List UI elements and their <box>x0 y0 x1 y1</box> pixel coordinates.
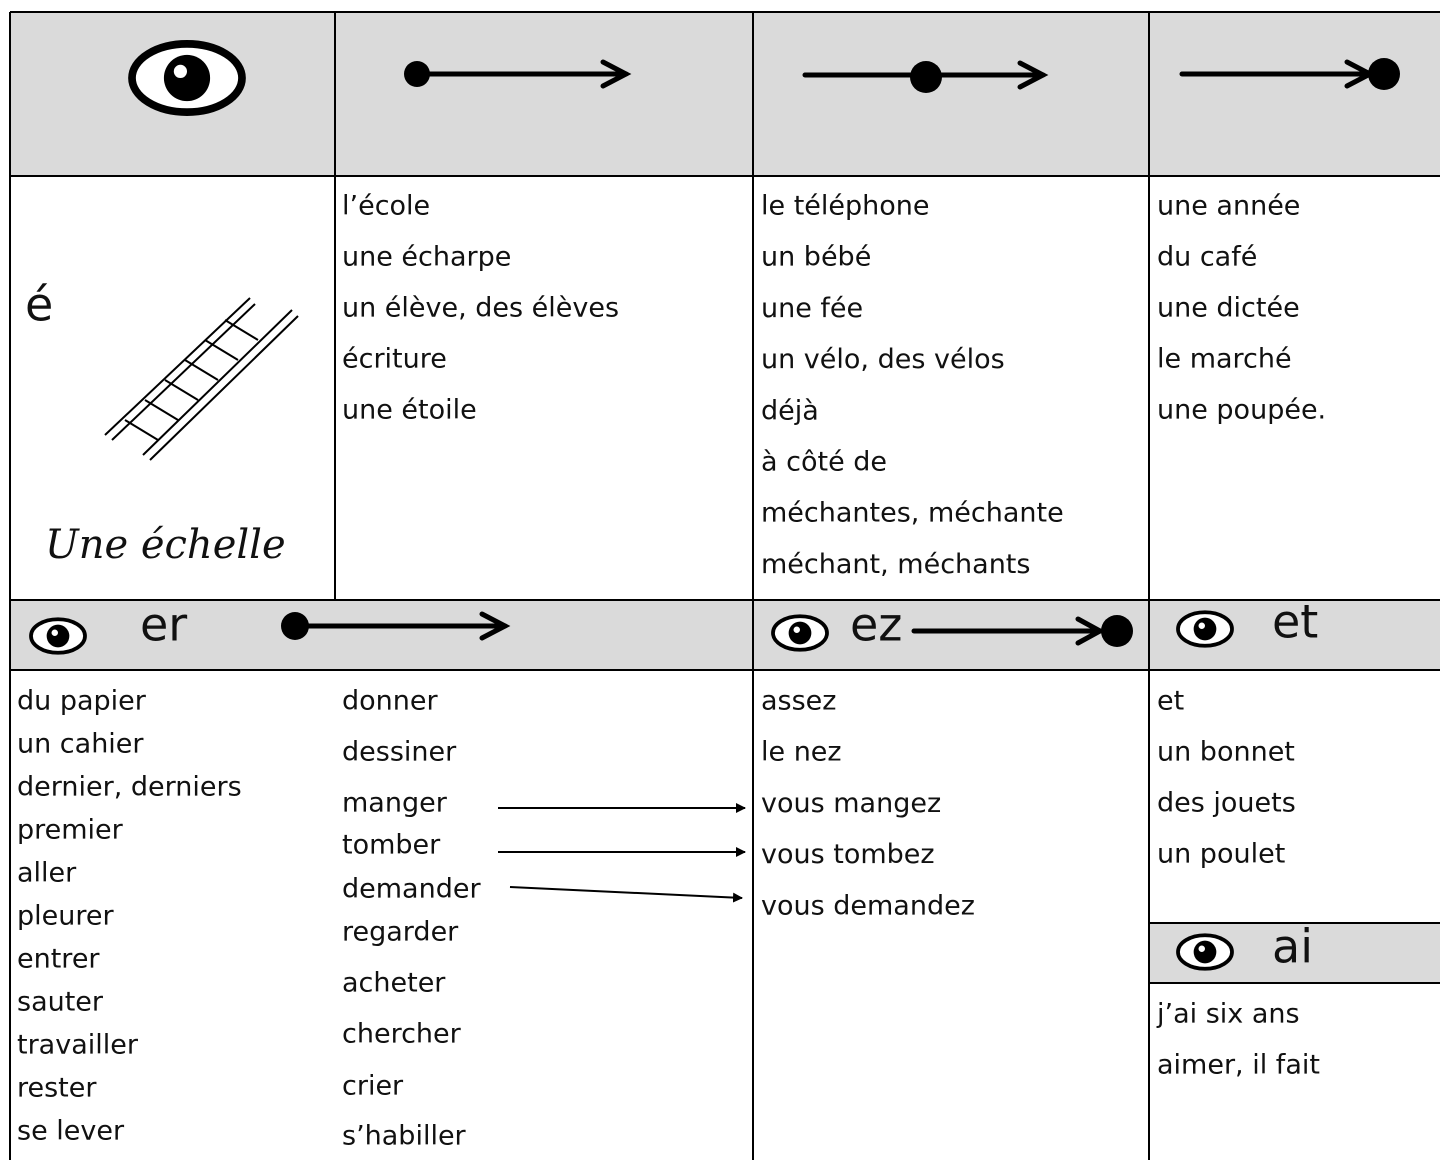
header-band <box>10 12 1440 176</box>
word: une poupée. <box>1157 395 1326 426</box>
word: du papier <box>17 686 147 717</box>
word: le téléphone <box>761 191 930 222</box>
word: à côté de <box>761 447 887 478</box>
arrow-middle <box>802 60 1049 93</box>
word: déjà <box>761 395 819 426</box>
word: une dictée <box>1157 293 1300 324</box>
word: une étoile <box>342 395 477 426</box>
image-caption: Une échelle <box>45 522 286 568</box>
word: pleurer <box>17 901 114 932</box>
link-arrows <box>498 803 746 903</box>
word: rester <box>17 1073 97 1104</box>
word: tomber <box>342 830 441 861</box>
word: se lever <box>17 1116 125 1147</box>
sound-label: ez <box>850 598 902 652</box>
eye-icon <box>132 44 242 112</box>
word: un bonnet <box>1157 737 1295 768</box>
word: s’habiller <box>342 1121 467 1152</box>
word: aimer, il fait <box>1157 1050 1320 1081</box>
word: travailler <box>17 1030 139 1061</box>
word: le marché <box>1157 344 1292 375</box>
eye-icon <box>773 616 827 649</box>
word: dernier, derniers <box>17 772 242 803</box>
word: donner <box>342 686 438 717</box>
word: des jouets <box>1157 788 1296 819</box>
word: dessiner <box>342 737 457 768</box>
ladder-image <box>104 297 299 461</box>
word: méchantes, méchante <box>761 498 1064 529</box>
word: une fée <box>761 293 863 324</box>
word: un vélo, des vélos <box>761 344 1005 375</box>
word: une écharpe <box>342 242 511 273</box>
sound-label: ai <box>1272 920 1313 974</box>
word: demander <box>342 874 481 905</box>
word: méchant, méchants <box>761 549 1030 580</box>
letter: é <box>25 278 53 332</box>
word: écriture <box>342 344 447 375</box>
word: assez <box>761 686 836 717</box>
arrow-end <box>1179 58 1400 90</box>
word: aller <box>17 858 77 889</box>
word: une année <box>1157 191 1300 222</box>
word: premier <box>17 815 124 846</box>
word: regarder <box>342 917 459 948</box>
word: du café <box>1157 242 1257 273</box>
word: vous mangez <box>761 788 941 819</box>
word: l’école <box>342 191 430 222</box>
word: vous tombez <box>761 839 935 870</box>
eye-icon <box>1178 612 1232 645</box>
table-lines <box>9 11 1440 1160</box>
word: un bébé <box>761 242 871 273</box>
arrow-start <box>404 59 632 89</box>
arrow-end <box>911 615 1133 647</box>
word: et <box>1157 686 1184 717</box>
word: le nez <box>761 737 842 768</box>
sound-label: er <box>140 598 187 652</box>
eye-icon <box>1178 935 1232 968</box>
sound-label: et <box>1272 595 1318 649</box>
arrow-start <box>281 611 511 641</box>
word: un élève, des élèves <box>342 293 619 324</box>
word: un cahier <box>17 729 144 760</box>
word: sauter <box>17 987 104 1018</box>
word: chercher <box>342 1019 462 1050</box>
word: j’ai six ans <box>1156 999 1300 1030</box>
word: entrer <box>17 944 100 975</box>
word: crier <box>342 1071 404 1102</box>
word: acheter <box>342 968 446 999</box>
eye-icon <box>31 619 85 652</box>
word: un poulet <box>1157 839 1285 870</box>
word: manger <box>342 788 448 819</box>
word: vous demandez <box>761 890 975 921</box>
